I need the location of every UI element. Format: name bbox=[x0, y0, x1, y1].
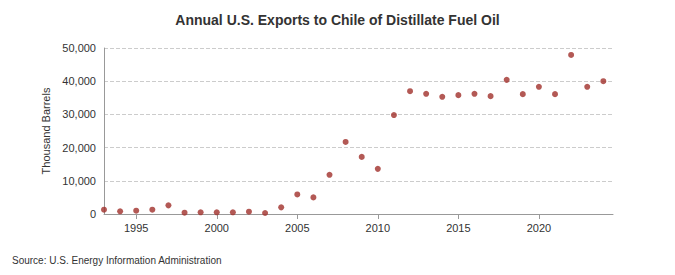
svg-text:10,000: 10,000 bbox=[62, 175, 96, 187]
svg-text:30,000: 30,000 bbox=[62, 108, 96, 120]
svg-text:2000: 2000 bbox=[205, 222, 229, 234]
svg-text:Annual U.S. Exports to Chile o: Annual U.S. Exports to Chile of Distilla… bbox=[175, 12, 499, 28]
svg-text:40,000: 40,000 bbox=[62, 75, 96, 87]
svg-text:1995: 1995 bbox=[124, 222, 148, 234]
svg-text:50,000: 50,000 bbox=[62, 42, 96, 54]
svg-text:20,000: 20,000 bbox=[62, 142, 96, 154]
svg-text:Source: U.S. Energy Informatio: Source: U.S. Energy Information Administ… bbox=[12, 255, 222, 266]
svg-text:2010: 2010 bbox=[366, 222, 390, 234]
svg-text:Thousand Barrels: Thousand Barrels bbox=[40, 87, 52, 174]
svg-text:2015: 2015 bbox=[446, 222, 470, 234]
svg-text:2005: 2005 bbox=[285, 222, 309, 234]
svg-text:2020: 2020 bbox=[527, 222, 551, 234]
svg-text:0: 0 bbox=[90, 208, 96, 220]
